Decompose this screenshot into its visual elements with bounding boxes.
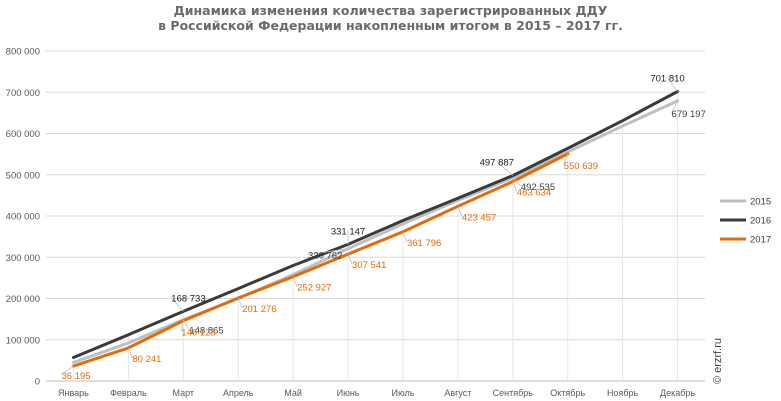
y-tick-label: 800 000 [6,47,40,58]
x-tick-label: Апрель [223,388,254,398]
data-label-2017: 361 796 [407,238,441,249]
y-tick-label: 300 000 [6,253,40,264]
data-label-2017: 201 276 [242,304,276,315]
data-label-2015: 492 535 [521,182,555,193]
legend-label-2017: 2017 [750,235,771,246]
data-label-2016: 331 147 [331,226,365,237]
data-label-2017: 483 634 [517,188,551,199]
series-line-2016 [71,90,680,359]
data-label-leader [237,297,243,309]
data-label-2016: 701 810 [650,74,684,85]
y-tick-label: 100 000 [6,335,40,346]
data-label-2017: 252 927 [297,283,331,294]
legend-label-2016: 2016 [750,216,771,227]
data-label-leader [182,319,190,330]
series-line-2017 [71,152,570,368]
data-label-leader [496,161,514,176]
data-label-leader [347,253,353,265]
series-line-2015 [71,99,680,364]
watermark-text: © erzrf.ru [712,338,724,384]
y-tick-label: 500 000 [6,170,40,181]
x-tick-label: Март [173,388,195,398]
y-tick-label: 200 000 [6,294,40,305]
data-label-leader [180,320,184,332]
x-tick-label: Октябрь [550,388,585,398]
data-label-leader [292,276,298,287]
x-tick-label: Май [284,388,302,398]
data-label-2017: 550 639 [564,161,598,172]
data-label-2017: 423 457 [462,212,496,223]
x-tick-label: Август [444,388,471,398]
data-label-leader [457,206,463,217]
y-tick-label: 400 000 [6,212,40,223]
chart-title-line-1: Динамика изменения количества зарегистри… [173,3,608,18]
x-tick-label: Сентябрь [493,388,534,398]
legend-label-2015: 2015 [750,197,771,208]
data-label-leader [671,100,678,114]
data-label-leader [170,297,184,312]
data-label-leader [128,347,133,359]
data-label-leader [667,77,678,92]
data-label-leader [563,153,569,165]
data-label-leader [402,231,408,242]
data-label-leader [512,177,522,187]
x-tick-label: Январь [58,388,89,398]
data-label-2017: 36 195 [61,371,90,382]
data-label-2016: 497 887 [480,158,514,169]
data-label-2017: 80 241 [132,354,161,365]
x-tick-label: Июнь [337,388,360,398]
data-label-2017: 146 123 [181,328,215,339]
x-tick-label: Июль [391,388,414,398]
data-label-2017: 307 541 [352,260,386,271]
y-tick-label: 0 [35,377,40,388]
data-label-2015: 679 197 [672,109,706,120]
chart-title-line-2: в Российской Федерации накопленным итого… [158,18,623,33]
y-tick-label: 600 000 [6,129,40,140]
data-label-leader [512,181,518,192]
y-tick-label: 700 000 [6,88,40,99]
data-label-2015: 148 865 [189,326,223,337]
data-label-2015: 320 762 [308,251,342,262]
x-tick-label: Ноябрь [607,388,639,398]
data-label-leader [307,248,349,256]
data-label-2016: 168 733 [171,293,205,304]
x-tick-label: Февраль [110,388,147,398]
chart-title: Динамика изменения количества зарегистри… [0,3,781,33]
x-tick-label: Декабрь [660,388,695,398]
watermark: © erzrf.ru [712,300,724,384]
data-label-leader [61,365,74,376]
